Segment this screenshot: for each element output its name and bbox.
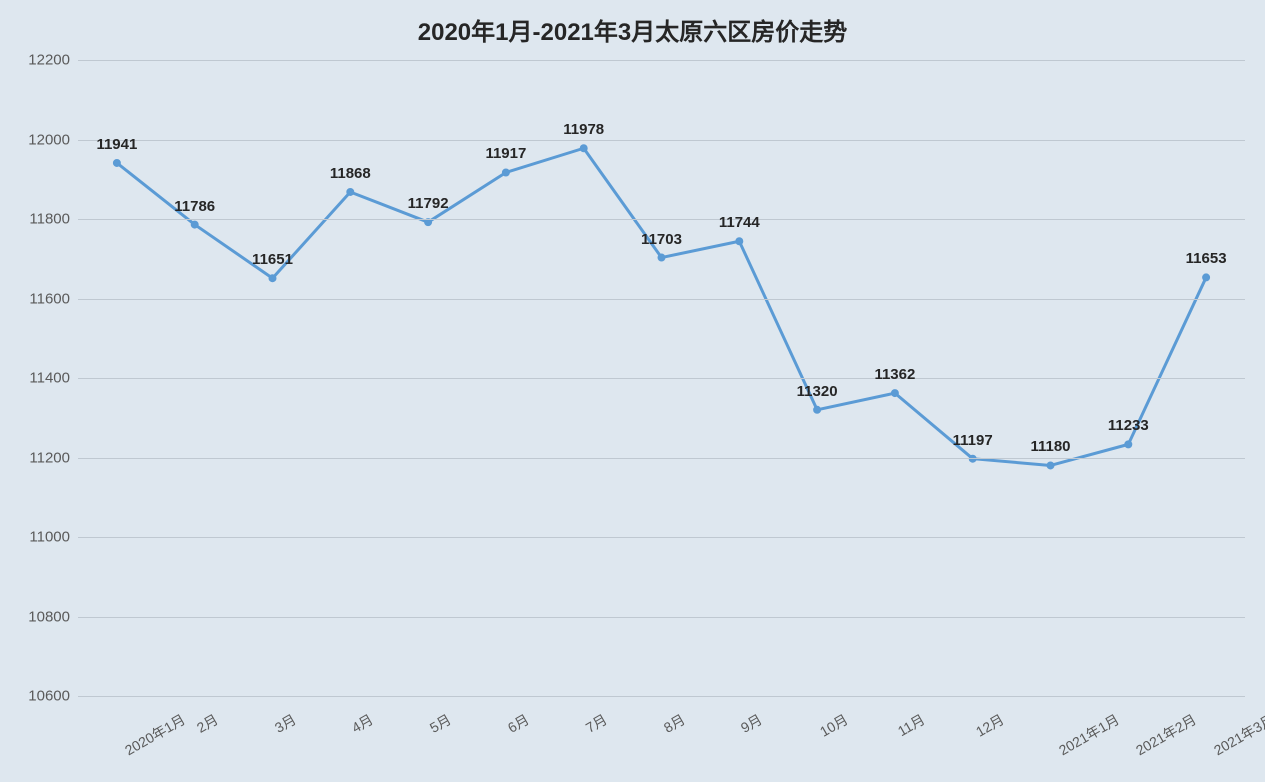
gridline [78, 140, 1245, 141]
data-label: 11233 [1108, 417, 1149, 434]
series-line [117, 148, 1206, 465]
gridline [78, 299, 1245, 300]
x-tick-label: 2月 [193, 709, 222, 737]
x-tick-label: 12月 [972, 709, 1008, 741]
y-tick-label: 11800 [18, 211, 70, 228]
data-label: 11786 [174, 198, 215, 215]
data-label: 11978 [563, 121, 604, 138]
x-tick-label: 3月 [270, 709, 299, 737]
data-marker [191, 221, 198, 228]
gridline [78, 537, 1245, 538]
data-marker [891, 390, 898, 397]
data-label: 11868 [330, 165, 371, 182]
data-label: 11941 [96, 136, 137, 153]
y-tick-label: 11600 [18, 290, 70, 307]
data-label: 11653 [1186, 250, 1227, 267]
plot-area: 1060010800110001120011400116001180012000… [78, 60, 1245, 696]
x-tick-label: 2021年2月 [1132, 709, 1200, 760]
data-marker [658, 254, 665, 261]
data-label: 11362 [874, 366, 915, 383]
data-label: 11917 [485, 145, 526, 162]
y-tick-label: 12000 [18, 131, 70, 148]
gridline [78, 696, 1245, 697]
data-marker [814, 406, 821, 413]
data-marker [736, 238, 743, 245]
data-marker [1125, 441, 1132, 448]
gridline [78, 617, 1245, 618]
data-marker [347, 188, 354, 195]
data-marker [969, 455, 976, 462]
y-tick-label: 11200 [18, 449, 70, 466]
x-tick-label: 2021年3月 [1210, 709, 1265, 760]
data-label: 11651 [252, 251, 293, 268]
line-chart: 2020年1月-2021年3月太原六区房价走势 1060010800110001… [0, 0, 1265, 782]
data-label: 11320 [797, 383, 838, 400]
x-tick-label: 5月 [426, 709, 455, 737]
data-marker [502, 169, 509, 176]
gridline [78, 219, 1245, 220]
data-label: 11744 [719, 214, 760, 231]
y-tick-label: 11000 [18, 529, 70, 546]
x-tick-label: 7月 [582, 709, 611, 737]
y-tick-label: 10600 [18, 688, 70, 705]
data-marker [113, 159, 120, 166]
x-tick-label: 9月 [737, 709, 766, 737]
data-marker [269, 275, 276, 282]
y-tick-label: 11400 [18, 370, 70, 387]
x-tick-label: 6月 [504, 709, 533, 737]
data-marker [580, 145, 587, 152]
gridline [78, 458, 1245, 459]
data-label: 11792 [408, 195, 449, 212]
x-tick-label: 4月 [348, 709, 377, 737]
x-tick-label: 11月 [894, 709, 929, 741]
chart-title: 2020年1月-2021年3月太原六区房价走势 [0, 12, 1265, 47]
data-label: 11180 [1030, 438, 1070, 455]
data-label: 11703 [641, 231, 682, 248]
y-tick-label: 12200 [18, 52, 70, 69]
data-marker [1203, 274, 1210, 281]
x-tick-label: 2020年1月 [121, 709, 189, 760]
gridline [78, 60, 1245, 61]
x-tick-label: 10月 [816, 709, 852, 741]
x-tick-label: 8月 [659, 709, 688, 737]
data-label: 11197 [953, 432, 993, 449]
x-tick-label: 2021年1月 [1054, 709, 1122, 760]
data-marker [1047, 462, 1054, 469]
gridline [78, 378, 1245, 379]
y-tick-label: 10800 [18, 608, 70, 625]
